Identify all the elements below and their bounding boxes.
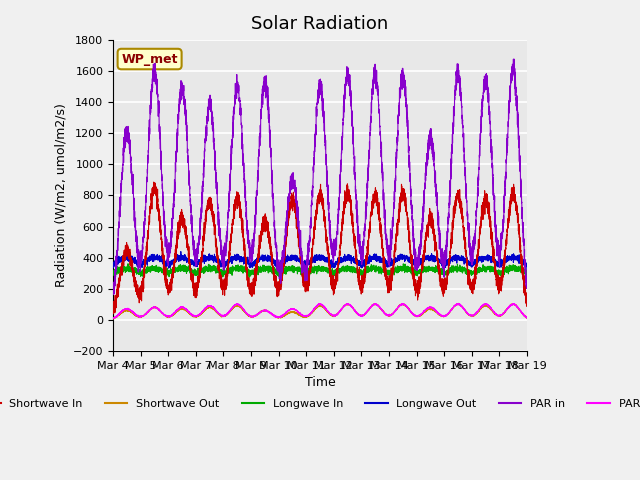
Shortwave Out	[454, 300, 462, 306]
Line: PAR out: PAR out	[113, 303, 527, 319]
PAR in	[109, 289, 117, 295]
Longwave Out	[389, 262, 397, 268]
Longwave Out	[109, 264, 117, 270]
Text: WP_met: WP_met	[122, 52, 178, 66]
Longwave In	[523, 269, 531, 275]
PAR in	[109, 292, 117, 298]
Title: Solar Radiation: Solar Radiation	[252, 15, 388, 33]
Longwave Out	[523, 270, 531, 276]
PAR in	[304, 254, 312, 260]
Line: Longwave Out: Longwave Out	[113, 252, 527, 273]
Longwave In	[435, 267, 443, 273]
PAR in	[184, 147, 191, 153]
PAR in	[412, 254, 420, 260]
Y-axis label: Radiation (W/m2, umol/m2/s): Radiation (W/m2, umol/m2/s)	[54, 104, 67, 288]
PAR out	[398, 300, 406, 306]
Longwave In	[389, 267, 397, 273]
PAR out	[304, 312, 312, 318]
Longwave Out	[523, 262, 531, 267]
Shortwave Out	[412, 313, 420, 319]
PAR in	[523, 274, 531, 279]
PAR out	[109, 315, 117, 321]
Shortwave In	[412, 286, 420, 292]
Shortwave Out	[304, 313, 312, 319]
PAR out	[523, 315, 531, 321]
Longwave Out	[184, 256, 191, 262]
Longwave Out	[412, 261, 420, 266]
PAR out	[184, 307, 191, 313]
Longwave In	[124, 261, 132, 266]
Legend: Shortwave In, Shortwave Out, Longwave In, Longwave Out, PAR in, PAR out: Shortwave In, Shortwave Out, Longwave In…	[0, 395, 640, 414]
Longwave Out	[304, 262, 312, 267]
Shortwave In	[109, 308, 117, 313]
Longwave Out	[177, 249, 185, 254]
PAR out	[389, 311, 397, 317]
Longwave In	[184, 267, 191, 273]
PAR out	[109, 316, 117, 322]
Shortwave Out	[110, 316, 118, 322]
PAR in	[435, 230, 443, 236]
Shortwave Out	[435, 311, 443, 317]
Shortwave Out	[523, 315, 531, 321]
PAR in	[509, 56, 517, 62]
Longwave In	[523, 276, 531, 282]
PAR in	[389, 224, 397, 229]
Longwave In	[412, 272, 420, 278]
Longwave Out	[435, 258, 443, 264]
Line: Shortwave Out: Shortwave Out	[113, 303, 527, 319]
Shortwave In	[304, 285, 312, 291]
PAR out	[523, 315, 531, 321]
Shortwave In	[523, 302, 531, 308]
Shortwave In	[389, 268, 397, 274]
Shortwave Out	[109, 315, 117, 321]
Line: PAR in: PAR in	[113, 59, 527, 295]
X-axis label: Time: Time	[305, 376, 335, 389]
Longwave In	[304, 270, 312, 276]
Shortwave Out	[184, 309, 191, 314]
Shortwave In	[109, 311, 117, 317]
PAR out	[435, 311, 443, 317]
Shortwave In	[435, 276, 443, 282]
Longwave In	[109, 270, 117, 276]
PAR in	[523, 285, 531, 290]
Shortwave Out	[389, 311, 397, 316]
Shortwave Out	[523, 315, 531, 321]
PAR out	[412, 312, 420, 318]
Line: Longwave In: Longwave In	[113, 264, 527, 279]
Line: Shortwave In: Shortwave In	[113, 182, 527, 314]
Shortwave In	[184, 246, 191, 252]
Shortwave In	[523, 302, 531, 308]
Shortwave In	[150, 179, 157, 185]
